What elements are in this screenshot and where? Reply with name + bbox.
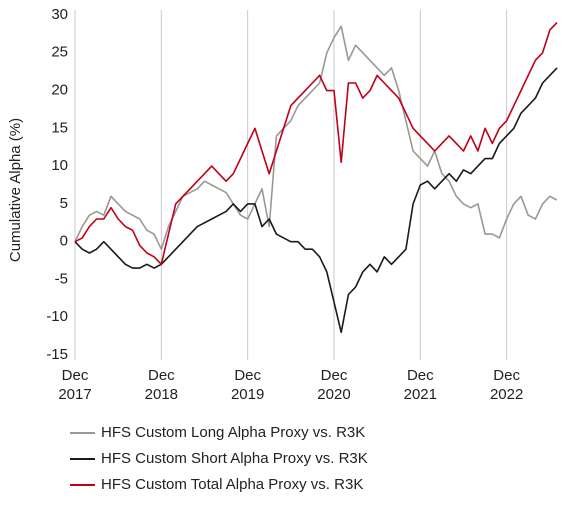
y-tick-label: 5 xyxy=(60,195,68,212)
series-line xyxy=(74,67,558,334)
series-line xyxy=(74,25,558,250)
legend-label: HFS Custom Total Alpha Proxy vs. R3K xyxy=(101,476,363,493)
x-tick-label: Dec 2020 xyxy=(317,367,351,403)
x-tick-label: Dec 2018 xyxy=(144,367,179,403)
x-tick-label: Dec 2022 xyxy=(489,367,524,403)
series-line xyxy=(74,22,558,266)
x-tick-label: Dec 2017 xyxy=(58,367,92,403)
legend-label: HFS Custom Short Alpha Proxy vs. R3K xyxy=(101,450,368,467)
y-tick-label: 15 xyxy=(51,119,68,136)
y-tick-label: -10 xyxy=(46,308,68,325)
x-tick-label: Dec 2021 xyxy=(403,367,437,403)
y-tick-label: 30 xyxy=(51,6,68,23)
y-axis-label: Cumulative Alpha (%) xyxy=(7,118,24,262)
y-tick-label: 0 xyxy=(60,233,68,250)
y-tick-label: 10 xyxy=(51,157,68,174)
y-tick-label: -15 xyxy=(46,346,68,363)
y-tick-label: 20 xyxy=(51,82,68,99)
y-tick-label: 25 xyxy=(51,44,68,61)
y-tick-label: -5 xyxy=(55,270,68,287)
legend-label: HFS Custom Long Alpha Proxy vs. R3K xyxy=(101,424,365,441)
x-tick-label: Dec 2019 xyxy=(230,367,265,403)
